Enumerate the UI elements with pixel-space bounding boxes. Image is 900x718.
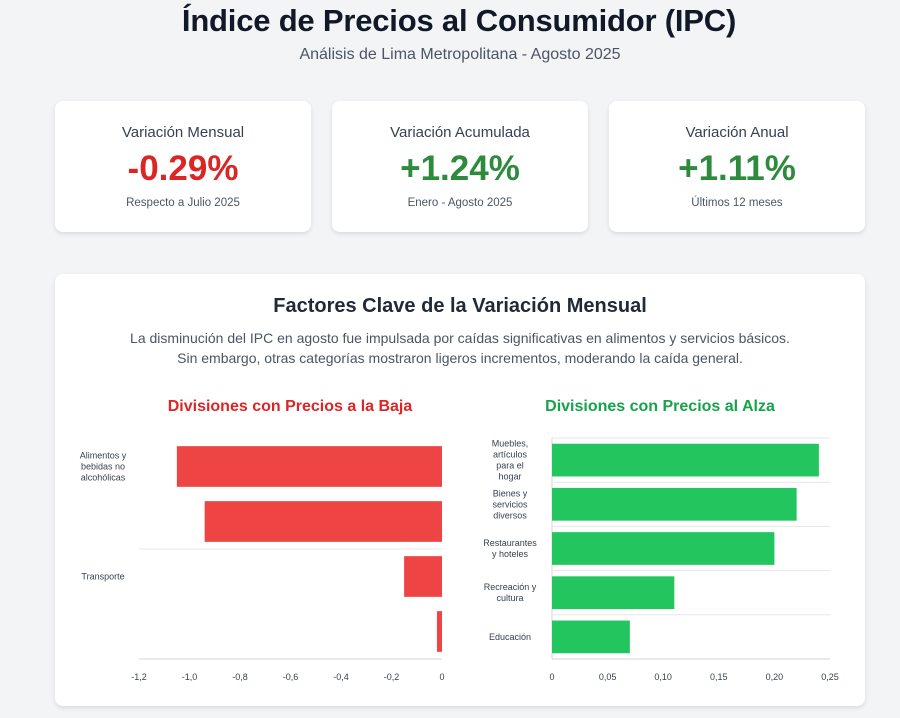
factors-description: La disminución del IPC en agosto fue imp… [130,330,790,366]
x-tick-label: -1,0 [182,672,198,682]
factors-title: Factores Clave de la Variación Mensual [273,295,647,317]
x-tick-label: -0,4 [333,672,349,682]
bar [552,620,630,654]
card-note: Enero - Agosto 2025 [407,197,513,209]
card-note: Últimos 12 meses [691,197,783,209]
bar [552,532,775,565]
card-value: +1.11% [678,149,796,188]
category-label: Muebles, artículos para el hogar [492,439,529,482]
card-value: +1.24% [400,149,520,188]
x-tick-label: -0,8 [232,672,248,682]
card-label: Variación Acumulada [390,124,530,141]
bar [552,576,675,610]
x-tick-label: 0 [549,672,554,682]
x-tick-label: 0,05 [599,672,617,682]
bar [436,611,442,652]
x-tick-label: -0,2 [384,672,400,682]
increase-chart-title: Divisiones con Precios al Alza [545,398,775,415]
x-tick-label: -0,6 [283,672,299,682]
category-label: Alimentos y bebidas no alcohólicas [80,451,127,483]
card-value: -0.29% [127,149,239,188]
accumulated-variation-card: Variación Acumulada +1.24% Enero - Agost… [332,101,588,232]
card-label: Variación Mensual [121,124,245,141]
bar [552,487,797,521]
monthly-variation-card: Variación Mensual -0.29% Respecto a Juli… [55,101,311,232]
category-label: Recreación y cultura [484,582,537,603]
x-tick-label: -1,2 [131,672,147,682]
bar [204,501,442,542]
category-label: Bienes y servicios diversos [492,488,528,520]
bar [176,446,442,487]
bar [404,556,442,597]
x-tick-label: 0,10 [654,672,672,682]
x-tick-label: 0 [439,672,444,682]
bar [552,443,819,477]
x-tick-label: 0,25 [821,672,839,682]
increase-bar-chart: Muebles, artículos para el hogar Bienes y ser… [483,437,839,682]
card-label: Variación Anual [685,124,789,141]
annual-variation-card: Variación Anual +1.11% Últimos 12 meses [609,101,865,232]
x-tick-label: 0,20 [766,672,784,682]
x-tick-label: 0,15 [710,672,728,682]
page-subtitle: Análisis de Lima Metropolitana - Agosto … [299,46,621,63]
category-label: Transporte [81,572,124,582]
category-label: Educación [489,632,531,642]
card-note: Respecto a Julio 2025 [126,197,240,209]
factors-panel: Factores Clave de la Variación Mensual L… [55,274,865,706]
page-title: Índice de Precios al Consumidor (IPC) [181,3,737,38]
decrease-chart-title: Divisiones con Precios a la Baja [167,398,413,415]
category-label: Restaurantes y hoteles [483,538,537,559]
decrease-bar-chart: Alimentos y bebidas no alcohólicas Transpor… [80,446,445,682]
